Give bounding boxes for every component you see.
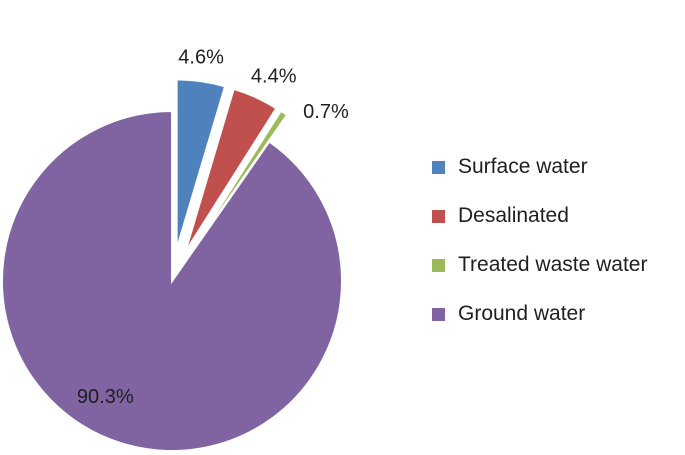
data-label-ground-water: 90.3% (77, 386, 134, 408)
pie-slice-treated-waste-water (188, 109, 289, 255)
legend-item-desalinated: Desalinated (432, 204, 682, 228)
data-label-treated-waste-water: 0.7% (303, 101, 349, 123)
legend-label-treated-waste-water: Treated waste water (458, 253, 648, 276)
legend-swatch-treated-waste-water (432, 258, 445, 272)
legend-item-surface-water: Surface water (432, 155, 682, 179)
data-label-surface-water: 4.6% (178, 46, 224, 68)
pie-slice-surface-water (175, 78, 227, 250)
legend-label-ground-water: Ground water (458, 302, 586, 325)
legend-label-surface-water: Surface water (458, 155, 588, 178)
legend-swatch-desalinated (432, 209, 445, 223)
legend: Surface water Desalinated Treated waste … (432, 155, 682, 351)
data-label-desalinated: 4.4% (251, 65, 297, 87)
pie-slice-desalinated (184, 87, 278, 253)
legend-item-ground-water: Ground water (432, 302, 682, 326)
legend-swatch-ground-water (432, 307, 445, 321)
legend-label-desalinated: Desalinated (458, 204, 569, 227)
pie-slice-ground-water (1, 109, 343, 452)
legend-swatch-surface-water (432, 160, 445, 174)
legend-item-treated-waste-water: Treated waste water (432, 253, 682, 277)
